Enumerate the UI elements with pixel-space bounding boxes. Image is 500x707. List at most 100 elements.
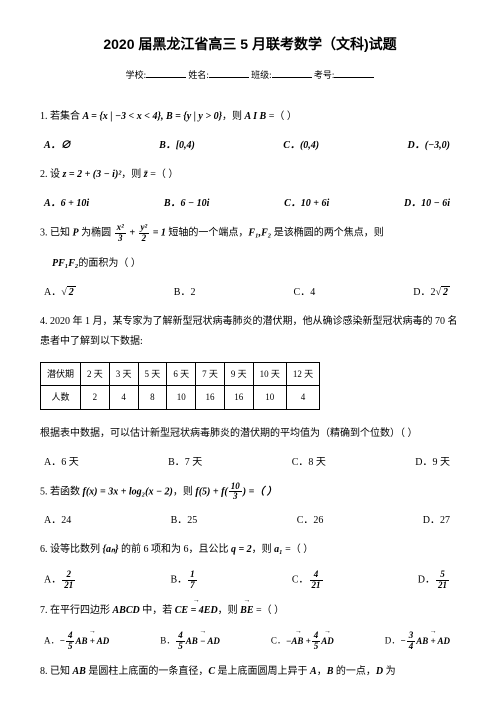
- q8-d: D: [376, 666, 383, 677]
- q3-optA: A．2: [44, 284, 76, 302]
- q2-text3: =（ ）: [148, 169, 179, 180]
- question-7: 7. 在平行四边形 ABCD 中，若 CE = 4ED，则 BE =（ ）: [40, 601, 460, 621]
- q3-text4: 是该椭圆的两个焦点，则: [271, 228, 384, 239]
- q6-optC: C．421: [292, 570, 324, 591]
- q2-options: A．6 + 10i B．6 − 10i C．10 + 6i D．10 − 6i: [40, 195, 460, 213]
- q3-F: F₁,F₂: [248, 228, 271, 239]
- q7-abcd: ABCD: [113, 605, 140, 616]
- q1-text3: =（ ）: [266, 111, 297, 122]
- q1-optB: B．[0,4): [159, 137, 195, 155]
- q3-options: A．2 B．2 C．4 D．22: [40, 284, 460, 302]
- q3-text2: 为椭圆: [79, 228, 114, 239]
- q2-text2: ，则: [121, 169, 144, 180]
- q4-optB: B．7 天: [168, 454, 202, 472]
- question-8: 8. 已知 AB 是圆柱上底面的一条直径，C 是上底面圆周上异于 A，B 的一点…: [40, 662, 460, 682]
- q8-text2: 是圆柱上底面的一条直径，: [86, 666, 209, 677]
- q1-optA: A．∅: [44, 137, 71, 155]
- q7-text: 7. 在平行四边形: [40, 605, 113, 616]
- question-6: 6. 设等比数列 {aₙ} 的前 6 项和为 6，且公比 q = 2，则 a₁ …: [40, 540, 460, 560]
- q5-text: 5. 若函数: [40, 486, 83, 497]
- q7-text3: ，则: [218, 605, 241, 616]
- question-4: 4. 2020 年 1 月，某专家为了解新型冠状病毒肺炎的潜伏期，他从确诊感染新…: [40, 312, 460, 352]
- q5-frac: 103: [229, 482, 242, 503]
- q1-math2: A I B: [245, 111, 267, 122]
- q3-text5: 的面积为（ ）: [78, 258, 141, 269]
- q6-optB: B．17: [170, 570, 197, 591]
- class-blank: [272, 68, 312, 78]
- q1-options: A．∅ B．[0,4) C．(0,4) D．(−3,0): [40, 137, 460, 155]
- q2-text: 2. 设: [40, 169, 63, 180]
- q4-optC: C．8 天: [292, 454, 326, 472]
- q8-ab: AB: [73, 666, 86, 677]
- name-blank: [209, 68, 249, 78]
- q7-optD: D．−34AB + AD: [385, 631, 450, 652]
- q7-optC: C．−AB + 45AD: [271, 631, 334, 652]
- question-5: 5. 若函数 f(x) = 3x + log₂(x − 2)，则 f(5) + …: [40, 482, 460, 503]
- q3-eq: = 1: [150, 228, 166, 239]
- q2-optB: B．6 − 10i: [164, 195, 210, 213]
- exam-title: 2020 届黑龙江省高三 5 月联考数学（文科)试题: [40, 32, 460, 57]
- q8-comma: ，: [317, 666, 327, 677]
- q6-optA: A．221: [44, 570, 76, 591]
- q4-options: A．6 天 B．7 天 C．8 天 D．9 天: [40, 454, 460, 472]
- q1-math: A = {x | −3 < x < 4}, B = {y | y > 0}: [83, 111, 223, 122]
- q6-options: A．221 B．17 C．421 D．521: [40, 570, 460, 591]
- table-row: 人数248101616104: [41, 386, 320, 409]
- q1-text2: ，则: [222, 111, 245, 122]
- q3-plus: +: [127, 228, 138, 239]
- q3-frac1: x²3: [115, 223, 126, 244]
- q1-optC: C．(0,4): [283, 137, 319, 155]
- student-info: 学校: 姓名: 班级: 考号:: [40, 67, 460, 83]
- q3-text: 3. 已知: [40, 228, 73, 239]
- q7-text4: =（ ）: [254, 605, 285, 616]
- q2-optD: D．10 − 6i: [404, 195, 450, 213]
- q2-math: z = 2 + (3 − i)²: [63, 169, 122, 180]
- table-row: 潜伏期2 天3 天5 天6 天7 天9 天10 天12 天: [41, 363, 320, 386]
- q3-frac2: y²2: [139, 223, 150, 244]
- q6-a1: a₁: [274, 544, 283, 555]
- q8-text4: 的一点，: [333, 666, 376, 677]
- q5-math: f(x) = 3x + log₂(x − 2): [83, 486, 173, 497]
- q7-ce: CE = 4ED: [175, 601, 218, 621]
- q2-optC: C．10 + 6i: [284, 195, 329, 213]
- q5-math2: f(5) + f(: [195, 486, 227, 497]
- q8-text3: 是上底面圆周上异于: [215, 666, 310, 677]
- q4-optA: A．6 天: [44, 454, 79, 472]
- q8-c: C: [208, 666, 215, 677]
- question-3-line2: PF₁F₂的面积为（ ）: [40, 254, 460, 274]
- q7-optB: B．45AB − AD: [160, 631, 220, 652]
- q6-text4: =（ ）: [283, 544, 314, 555]
- q5-optD: D．27: [423, 512, 450, 530]
- question-2: 2. 设 z = 2 + (3 − i)²，则 z̄ =（ ）: [40, 165, 460, 185]
- q3-tri: PF₁F₂: [52, 258, 78, 269]
- q6-text: 6. 设等比数列: [40, 544, 103, 555]
- name-label: 姓名:: [188, 70, 209, 80]
- question-3: 3. 已知 P 为椭圆 x²3 + y²2 = 1 短轴的一个端点，F₁,F₂ …: [40, 223, 460, 244]
- q5-optB: B．25: [171, 512, 198, 530]
- question-4-cont: 根据表中数据，可以估计新型冠状病毒肺炎的潜伏期的平均值为（精确到个位数）（ ）: [40, 424, 460, 444]
- q2-optA: A．6 + 10i: [44, 195, 89, 213]
- q3-optD: D．22: [413, 284, 450, 302]
- school-label: 学校:: [126, 70, 147, 80]
- q6-q: q = 2: [231, 544, 252, 555]
- question-1: 1. 若集合 A = {x | −3 < x < 4}, B = {y | y …: [40, 107, 460, 127]
- q6-text2: 的前 6 项和为 6，且公比: [118, 544, 231, 555]
- q7-text2: 中，若: [140, 605, 175, 616]
- q6-optD: D．521: [418, 570, 450, 591]
- q8-text: 8. 已知: [40, 666, 73, 677]
- q8-text5: 为: [383, 666, 396, 677]
- class-label: 班级:: [251, 70, 272, 80]
- q4-table: 潜伏期2 天3 天5 天6 天7 天9 天10 天12 天 人数24810161…: [40, 362, 320, 409]
- q3-optC: C．4: [294, 284, 316, 302]
- examno-blank: [334, 68, 374, 78]
- q4-optD: D．9 天: [415, 454, 450, 472]
- q3-text3: 短轴的一个端点，: [166, 228, 249, 239]
- q7-options: A．−45AB + AD B．45AB − AD C．−AB + 45AD D．…: [40, 631, 460, 652]
- q7-optA: A．−45AB + AD: [44, 631, 109, 652]
- q7-be: BE: [240, 601, 253, 621]
- examno-label: 考号:: [314, 70, 335, 80]
- q5-options: A．24 B．25 C．26 D．27: [40, 512, 460, 530]
- q8-a: A: [310, 666, 317, 677]
- q1-optD: D．(−3,0): [408, 137, 450, 155]
- q5-optA: A．24: [44, 512, 71, 530]
